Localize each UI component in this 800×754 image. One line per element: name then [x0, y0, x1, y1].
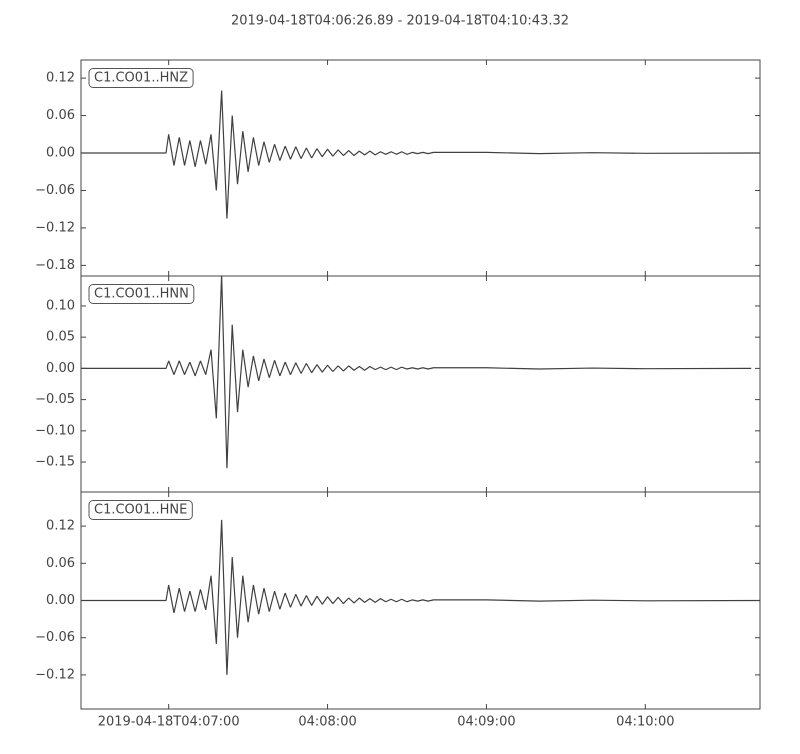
y-tick-label: −0.05 [35, 392, 75, 407]
waveform [81, 90, 760, 219]
y-tick-label: −0.18 [35, 258, 75, 273]
x-tick-label: 2019-04-18T04:07:00 [98, 715, 240, 730]
trace-label: C1.CO01..HNE [94, 503, 187, 518]
y-tick-label: −0.15 [35, 455, 75, 470]
x-tick-label: 04:10:00 [616, 715, 674, 730]
waveform [81, 276, 752, 469]
y-tick-label: 0.00 [46, 593, 75, 608]
y-tick-label: 0.12 [46, 71, 75, 86]
y-tick-label: 0.06 [46, 108, 75, 123]
y-tick-label: −0.10 [35, 423, 75, 438]
x-tick-label: 04:08:00 [298, 715, 356, 730]
y-tick-label: 0.06 [46, 556, 75, 571]
axes-frame [80, 275, 761, 493]
y-tick-label: −0.12 [35, 667, 75, 682]
trace-label-box [88, 500, 193, 520]
y-tick-label: 0.12 [46, 519, 75, 534]
axes-frame [80, 491, 761, 710]
y-tick-label: −0.06 [35, 630, 75, 645]
y-tick-label: 0.00 [46, 146, 75, 161]
y-tick-label: 0.10 [46, 298, 75, 313]
trace-label: C1.CO01..HNZ [94, 71, 188, 86]
y-tick-label: 0.00 [46, 361, 75, 376]
y-tick-label: 0.05 [46, 330, 75, 345]
x-tick-label: 04:09:00 [457, 715, 515, 730]
trace-label-box [88, 284, 195, 304]
waveform [81, 519, 760, 675]
axes-frame [80, 59, 761, 277]
y-tick-label: −0.12 [35, 220, 75, 235]
trace-label: C1.CO01..HNN [94, 287, 189, 302]
y-tick-label: −0.06 [35, 183, 75, 198]
figure-title: 2019-04-18T04:06:26.89 - 2019-04-18T04:1… [231, 14, 569, 29]
trace-label-box [88, 68, 194, 88]
